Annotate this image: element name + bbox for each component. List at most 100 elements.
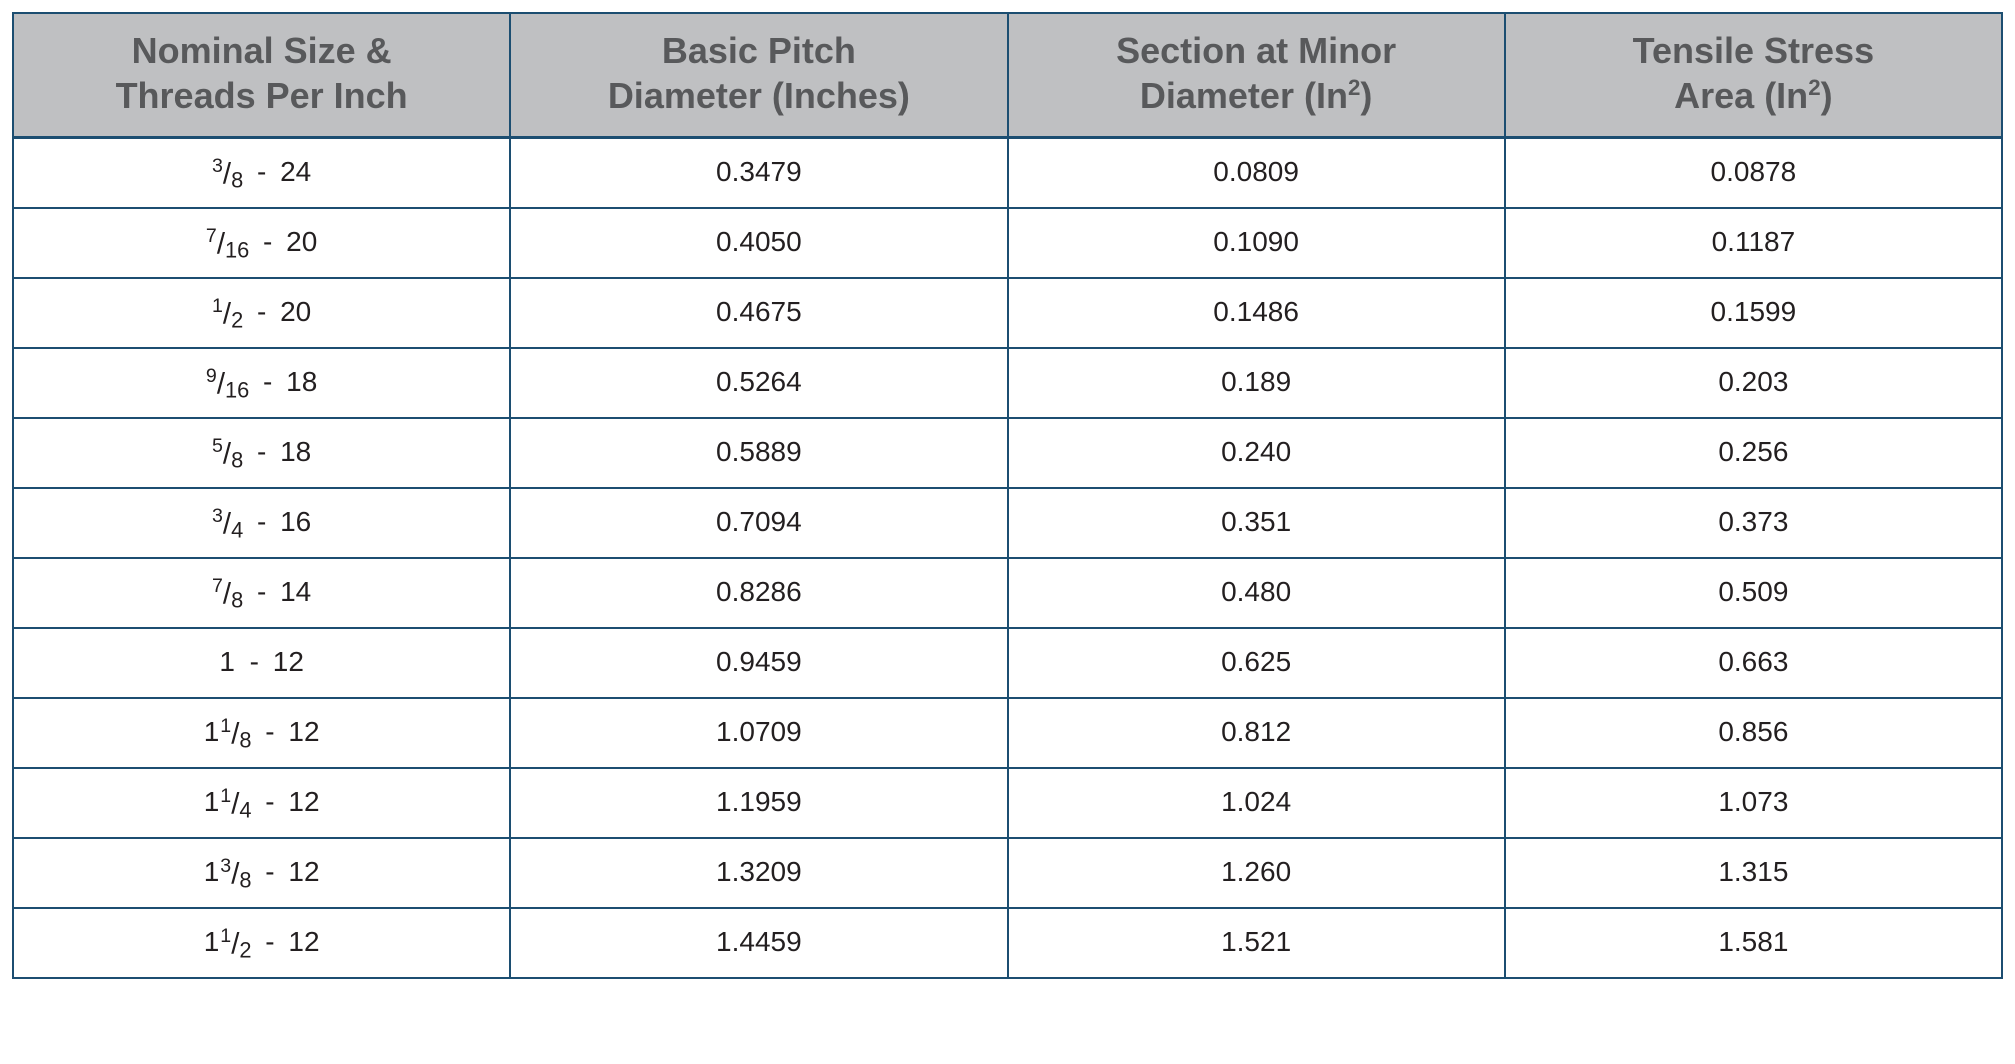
cell-nominal-size: 1/2 - 20	[13, 278, 510, 348]
size-separator: -	[249, 296, 274, 327]
cell-pitch-diameter: 0.5264	[510, 348, 1007, 418]
cell-nominal-size: 9/16 - 18	[13, 348, 510, 418]
cell-nominal-size: 13/8 - 12	[13, 838, 510, 908]
size-fraction: 3/8	[212, 159, 243, 188]
size-tpi: 12	[273, 646, 304, 677]
size-separator: -	[258, 926, 283, 957]
cell-minor-section: 0.1486	[1008, 278, 1505, 348]
col-header-minor-section: Section at Minor Diameter (In2)	[1008, 13, 1505, 138]
table-row: 11/4 - 121.19591.0241.073	[13, 768, 2002, 838]
size-fraction: 1/4	[220, 789, 251, 818]
size-fraction: 1/8	[220, 719, 251, 748]
cell-tensile-area: 1.073	[1505, 768, 2002, 838]
fraction-denominator: 8	[231, 169, 243, 191]
fraction-slash: /	[231, 719, 239, 748]
cell-pitch-diameter: 1.4459	[510, 908, 1007, 978]
table-row: 9/16 - 180.52640.1890.203	[13, 348, 2002, 418]
cell-tensile-area: 0.373	[1505, 488, 2002, 558]
size-separator: -	[255, 226, 280, 257]
cell-minor-section: 0.189	[1008, 348, 1505, 418]
fraction-numerator: 1	[220, 717, 231, 737]
col-header-line2: Area (In2)	[1524, 73, 1983, 118]
cell-pitch-diameter: 1.0709	[510, 698, 1007, 768]
fraction-slash: /	[217, 369, 225, 398]
fraction-numerator: 7	[206, 227, 217, 247]
col-header-line2: Diameter (In2)	[1027, 73, 1486, 118]
cell-nominal-size: 3/4 - 16	[13, 488, 510, 558]
cell-pitch-diameter: 0.8286	[510, 558, 1007, 628]
table-row: 7/16 - 20 0.40500.10900.1187	[13, 208, 2002, 278]
cell-nominal-size: 1 - 12	[13, 628, 510, 698]
table-row: 5/8 - 180.58890.2400.256	[13, 418, 2002, 488]
cell-nominal-size: 5/8 - 18	[13, 418, 510, 488]
cell-pitch-diameter: 0.3479	[510, 138, 1007, 209]
fraction-slash: /	[231, 789, 239, 818]
fraction-slash: /	[231, 859, 239, 888]
fraction-slash: /	[223, 299, 231, 328]
fraction-slash: /	[223, 579, 231, 608]
size-tpi: 12	[288, 856, 319, 887]
size-separator: -	[249, 436, 274, 467]
cell-tensile-area: 0.1187	[1505, 208, 2002, 278]
size-tpi: 14	[280, 576, 311, 607]
fraction-denominator: 8	[231, 589, 243, 611]
cell-nominal-size: 3/8 - 24	[13, 138, 510, 209]
size-tpi: 16	[280, 506, 311, 537]
size-whole: 1	[204, 716, 220, 747]
size-fraction: 1/2	[212, 299, 243, 328]
cell-minor-section: 1.521	[1008, 908, 1505, 978]
size-fraction: 3/4	[212, 509, 243, 538]
fraction-numerator: 3	[220, 857, 231, 877]
cell-tensile-area: 1.581	[1505, 908, 2002, 978]
size-separator: -	[242, 646, 267, 677]
cell-pitch-diameter: 0.4050	[510, 208, 1007, 278]
size-tpi: 12	[288, 926, 319, 957]
fraction-denominator: 8	[239, 729, 251, 751]
cell-minor-section: 1.024	[1008, 768, 1505, 838]
cell-minor-section: 0.351	[1008, 488, 1505, 558]
table-row: 3/8 - 240.34790.08090.0878	[13, 138, 2002, 209]
fraction-slash: /	[217, 229, 225, 258]
size-tpi: 20	[280, 296, 311, 327]
fraction-slash: /	[231, 929, 239, 958]
size-whole: 1	[204, 786, 220, 817]
cell-tensile-area: 0.203	[1505, 348, 2002, 418]
size-whole: 1	[204, 856, 220, 887]
cell-tensile-area: 0.256	[1505, 418, 2002, 488]
fraction-numerator: 1	[212, 297, 223, 317]
cell-minor-section: 1.260	[1008, 838, 1505, 908]
size-fraction: 5/8	[212, 439, 243, 468]
cell-pitch-diameter: 0.9459	[510, 628, 1007, 698]
col-header-tensile-area: Tensile Stress Area (In2)	[1505, 13, 2002, 138]
fraction-numerator: 1	[220, 787, 231, 807]
table-row: 11/2 - 121.44591.5211.581	[13, 908, 2002, 978]
cell-pitch-diameter: 0.7094	[510, 488, 1007, 558]
size-tpi: 18	[280, 436, 311, 467]
cell-minor-section: 0.480	[1008, 558, 1505, 628]
cell-tensile-area: 0.1599	[1505, 278, 2002, 348]
size-fraction: 7/16	[206, 229, 249, 258]
fraction-denominator: 4	[239, 799, 251, 821]
col-header-pitch-diameter: Basic Pitch Diameter (Inches)	[510, 13, 1007, 138]
cell-pitch-diameter: 1.1959	[510, 768, 1007, 838]
fraction-denominator: 4	[231, 519, 243, 541]
fraction-slash: /	[223, 159, 231, 188]
cell-tensile-area: 0.0878	[1505, 138, 2002, 209]
fraction-denominator: 8	[231, 449, 243, 471]
fraction-numerator: 7	[212, 577, 223, 597]
col-header-line1: Nominal Size &	[32, 28, 491, 73]
size-separator: -	[255, 366, 280, 397]
cell-nominal-size: 11/2 - 12	[13, 908, 510, 978]
size-tpi: 20	[286, 226, 317, 257]
table-body: 3/8 - 240.34790.08090.08787/16 - 200.405…	[13, 138, 2002, 979]
cell-minor-section: 0.1090	[1008, 208, 1505, 278]
size-whole: 1	[219, 646, 235, 677]
cell-tensile-area: 0.509	[1505, 558, 2002, 628]
size-tpi: 24	[280, 156, 311, 187]
col-header-nominal-size: Nominal Size & Threads Per Inch	[13, 13, 510, 138]
col-header-line2: Diameter (Inches)	[529, 73, 988, 118]
size-separator: -	[258, 786, 283, 817]
size-separator: -	[249, 576, 274, 607]
fraction-slash: /	[223, 509, 231, 538]
size-tpi: 18	[286, 366, 317, 397]
